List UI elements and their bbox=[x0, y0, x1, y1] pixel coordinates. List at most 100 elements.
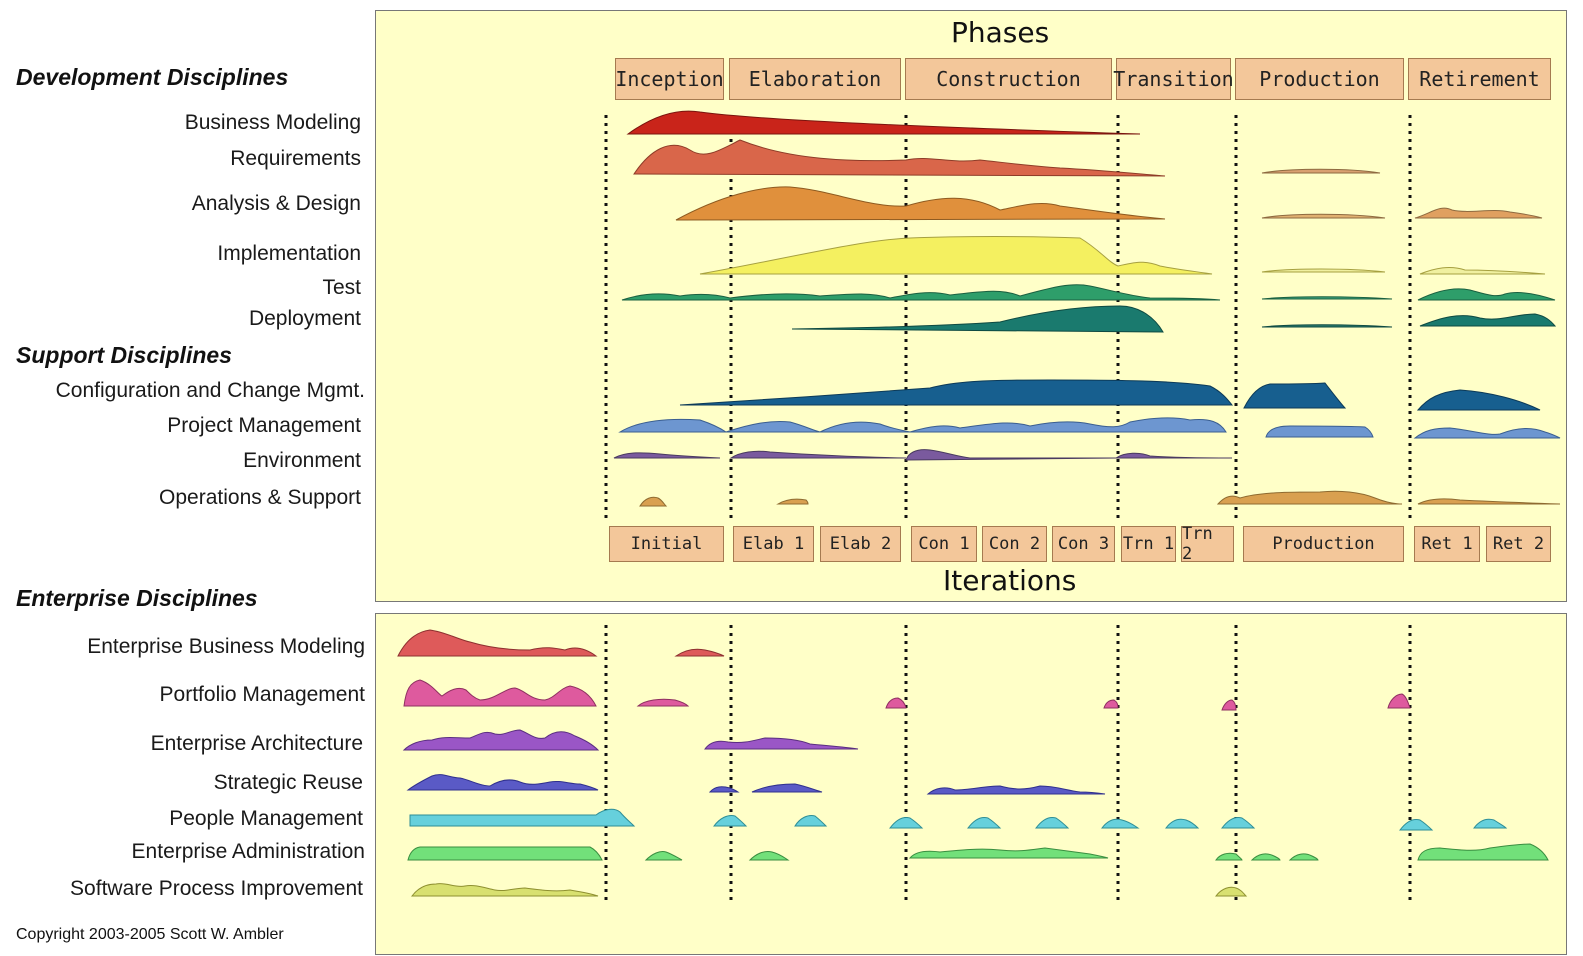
people-management-effort-9 bbox=[1220, 817, 1256, 829]
analysis-design-effort-production bbox=[1261, 213, 1386, 219]
environment-effort-construction bbox=[905, 449, 1119, 461]
discipline-label-requirements: Requirements bbox=[230, 147, 361, 170]
people-management-effort-10 bbox=[1398, 819, 1434, 831]
phase-box-inception: Inception bbox=[615, 58, 724, 100]
enterprise-business-modeling-effort bbox=[397, 629, 598, 657]
implementation-effort-production bbox=[1261, 268, 1386, 273]
portfolio-management-effort-6 bbox=[1387, 693, 1411, 709]
test-effort bbox=[621, 284, 1221, 301]
test-effort-production bbox=[1261, 296, 1393, 300]
environment-effort-elaboration bbox=[729, 450, 907, 459]
enterprise-administration-effort bbox=[407, 846, 603, 861]
enterprise-administration-effort-2 bbox=[644, 851, 683, 861]
project-management-effort-production bbox=[1265, 425, 1374, 438]
phases-title: Phases bbox=[951, 16, 1050, 49]
portfolio-management-effort-2 bbox=[636, 698, 690, 707]
iteration-box-con-3: Con 3 bbox=[1052, 526, 1115, 562]
iteration-box-elab-2: Elab 2 bbox=[820, 526, 901, 562]
iteration-box-initial: Initial bbox=[609, 526, 724, 562]
iteration-box-con-2: Con 2 bbox=[982, 526, 1047, 562]
iteration-box-trn-1: Trn 1 bbox=[1121, 526, 1176, 562]
discipline-label-analysis-design: Analysis & Design bbox=[191, 192, 361, 215]
deployment-effort bbox=[791, 305, 1164, 333]
strategic-reuse-effort-4 bbox=[926, 785, 1106, 795]
iterations-title: Iterations bbox=[943, 564, 1077, 597]
portfolio-management-effort-4 bbox=[1103, 699, 1119, 709]
people-management-effort-5 bbox=[966, 817, 1002, 829]
requirements-effort-production bbox=[1261, 168, 1381, 174]
phase-dividers bbox=[604, 115, 1412, 905]
analysis-design-effort-retirement bbox=[1414, 207, 1543, 219]
people-management-effort-7 bbox=[1100, 818, 1140, 829]
phase-box-transition: Transition bbox=[1113, 58, 1234, 100]
strategic-reuse-effort-2 bbox=[708, 786, 740, 793]
deployment-effort-production bbox=[1261, 324, 1393, 328]
people-management-effort-4 bbox=[888, 817, 924, 829]
config-change-effort-retirement bbox=[1416, 389, 1541, 411]
copyright-notice: Copyright 2003-2005 Scott W. Ambler bbox=[16, 926, 284, 943]
people-management-effort-2 bbox=[712, 815, 748, 827]
implementation-effort-retirement bbox=[1419, 266, 1546, 275]
support-disciplines-heading: Support Disciplines bbox=[16, 342, 232, 368]
discipline-label-people-management: People Management bbox=[169, 807, 363, 830]
discipline-label-operations-support: Operations & Support bbox=[159, 486, 361, 509]
portfolio-management-effort-5 bbox=[1221, 699, 1237, 711]
phase-box-retirement: Retirement bbox=[1408, 58, 1551, 100]
test-effort-retirement bbox=[1417, 288, 1556, 301]
discipline-label-business-modeling: Business Modeling bbox=[184, 111, 361, 134]
discipline-label-environment: Environment bbox=[243, 449, 361, 472]
discipline-label-project-management: Project Management bbox=[167, 414, 361, 437]
discipline-label-enterprise-administration: Enterprise Administration bbox=[131, 840, 365, 863]
business-modeling-effort bbox=[626, 110, 1141, 135]
discipline-label-software-process-improvement: Software Process Improvement bbox=[70, 877, 363, 900]
enterprise-business-modeling-effort-2 bbox=[674, 648, 725, 657]
discipline-label-strategic-reuse: Strategic Reuse bbox=[213, 771, 363, 794]
implementation-effort bbox=[699, 236, 1213, 275]
environment-effort-transition bbox=[1114, 452, 1233, 459]
enterprise-disciplines-heading: Enterprise Disciplines bbox=[16, 585, 258, 611]
analysis-design-effort bbox=[675, 186, 1166, 221]
spi-effort-2 bbox=[1214, 886, 1248, 897]
strategic-reuse-effort bbox=[406, 774, 599, 791]
operations-effort-elab bbox=[776, 498, 809, 505]
phase-box-construction: Construction bbox=[905, 58, 1112, 100]
development-disciplines-heading: Development Disciplines bbox=[16, 64, 289, 90]
project-management-effort bbox=[618, 417, 1227, 433]
enterprise-administration-effort-8 bbox=[1417, 843, 1549, 861]
phase-box-production: Production bbox=[1235, 58, 1404, 100]
operations-effort-production bbox=[1216, 490, 1403, 505]
discipline-label-test: Test bbox=[322, 276, 361, 299]
enterprise-administration-effort-3 bbox=[748, 851, 790, 861]
iteration-box-elab-1: Elab 1 bbox=[733, 526, 814, 562]
discipline-label-enterprise-business-modeling: Enterprise Business Modeling bbox=[87, 635, 365, 658]
people-management-effort-11 bbox=[1472, 818, 1508, 829]
people-management-effort bbox=[409, 808, 636, 827]
enterprise-administration-effort-4 bbox=[908, 847, 1109, 859]
iteration-box-ret-2: Ret 2 bbox=[1486, 526, 1551, 562]
iteration-box-production: Production bbox=[1243, 526, 1404, 562]
deployment-effort-retirement bbox=[1419, 313, 1557, 327]
iteration-box-trn-2: Trn 2 bbox=[1181, 524, 1234, 564]
strategic-reuse-effort-3 bbox=[751, 783, 823, 793]
enterprise-architecture-effort bbox=[402, 729, 600, 751]
people-management-effort-3 bbox=[794, 815, 828, 827]
enterprise-administration-effort-6 bbox=[1250, 853, 1281, 861]
enterprise-administration-effort-7 bbox=[1288, 853, 1319, 861]
config-change-effort-production bbox=[1243, 382, 1347, 409]
discipline-label-deployment: Deployment bbox=[248, 307, 361, 330]
enterprise-administration-effort-5 bbox=[1215, 852, 1243, 861]
portfolio-management-effort bbox=[403, 679, 597, 707]
iteration-box-con-1: Con 1 bbox=[911, 526, 977, 562]
operations-effort-retirement bbox=[1417, 498, 1561, 505]
requirements-effort bbox=[633, 139, 1166, 177]
discipline-label-enterprise-architecture: Enterprise Architecture bbox=[150, 732, 363, 755]
people-management-effort-8 bbox=[1164, 818, 1200, 829]
project-management-effort-retirement bbox=[1413, 427, 1561, 439]
portfolio-management-effort-3 bbox=[885, 697, 907, 709]
discipline-label-config-change: Configuration and Change Mgmt. bbox=[55, 379, 365, 402]
config-change-effort bbox=[679, 379, 1234, 406]
iteration-box-ret-1: Ret 1 bbox=[1414, 526, 1480, 562]
phase-box-elaboration: Elaboration bbox=[729, 58, 901, 100]
enterprise-architecture-effort-2 bbox=[704, 737, 859, 750]
